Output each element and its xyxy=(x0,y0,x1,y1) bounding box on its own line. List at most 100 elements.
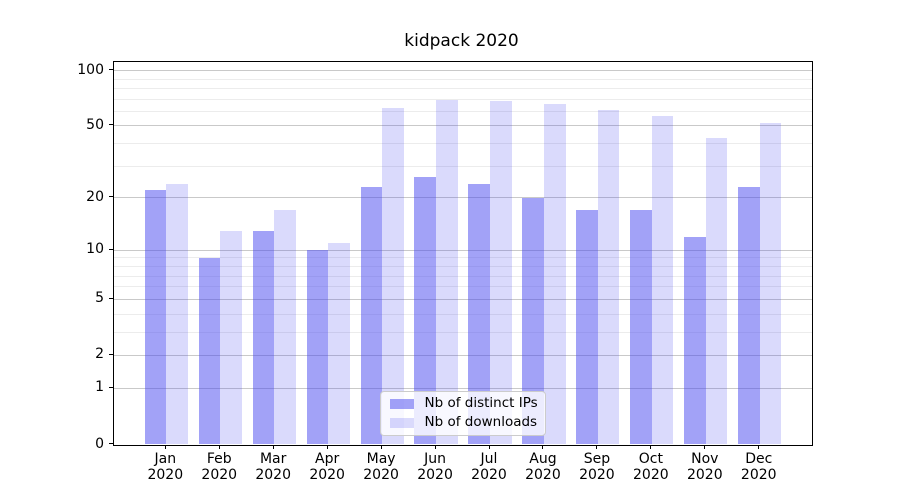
x-tick-month: Sep xyxy=(583,451,611,467)
x-tick-mark-jun xyxy=(434,444,436,449)
y-tick-mark-50 xyxy=(108,124,113,126)
bar-ips-sep xyxy=(576,210,598,445)
y-tick-label-10: 10 xyxy=(86,241,104,258)
bar-downloads-mar xyxy=(274,210,296,445)
legend-label-downloads: Nb of downloads xyxy=(424,414,538,430)
x-tick-year: 2020 xyxy=(686,467,723,483)
x-tick-year: 2020 xyxy=(579,467,615,483)
x-tick-month: Jul xyxy=(480,451,498,467)
minor-gridline-70 xyxy=(113,98,812,100)
bar-ips-may xyxy=(360,187,383,445)
bar-ips-nov xyxy=(684,236,706,445)
x-tick-label-apr: Apr 2020 xyxy=(287,451,367,483)
minor-gridline-40 xyxy=(113,143,812,145)
x-tick-mark-sep xyxy=(596,444,598,449)
x-tick-month: Apr xyxy=(315,451,340,467)
bar-ips-jun xyxy=(414,177,437,445)
legend-label-ips: Nb of distinct IPs xyxy=(424,395,538,411)
minor-gridline-9 xyxy=(113,257,812,259)
x-tick-month: Nov xyxy=(691,451,719,467)
chart-title: kidpack 2020 xyxy=(404,31,519,51)
x-tick-year: 2020 xyxy=(417,467,453,483)
y-tick-label-100: 100 xyxy=(77,61,104,78)
bar-ips-jul xyxy=(468,183,490,445)
x-tick-year: 2020 xyxy=(740,467,777,483)
y-tick-mark-20 xyxy=(108,196,113,198)
minor-gridline-4 xyxy=(113,313,812,315)
x-tick-month: Feb xyxy=(206,451,232,467)
bar-ips-oct xyxy=(630,210,652,445)
minor-gridline-7 xyxy=(113,275,812,277)
x-tick-label-dec: Dec 2020 xyxy=(719,451,799,483)
bar-ips-aug xyxy=(522,197,544,445)
x-tick-mark-aug xyxy=(542,444,544,449)
y-tick-label-2: 2 xyxy=(95,346,104,363)
minor-gridline-60 xyxy=(113,110,812,112)
x-tick-mark-dec xyxy=(758,444,760,449)
bar-downloads-may xyxy=(382,107,404,445)
bar-ips-dec xyxy=(738,187,760,445)
bar-downloads-jan xyxy=(166,183,188,445)
x-tick-label-nov: Nov 2020 xyxy=(665,451,745,483)
x-tick-year: 2020 xyxy=(309,467,345,483)
bar-downloads-feb xyxy=(220,230,242,445)
x-tick-month: Oct xyxy=(638,451,663,467)
x-tick-month: Dec xyxy=(745,451,773,467)
x-tick-year: 2020 xyxy=(633,467,669,483)
y-tick-label-5: 5 xyxy=(95,290,104,307)
x-tick-month: Aug xyxy=(529,451,557,467)
y-tick-mark-2 xyxy=(108,353,113,355)
x-tick-year: 2020 xyxy=(147,467,184,483)
major-gridline-10 xyxy=(113,249,812,251)
y-tick-mark-10 xyxy=(108,248,113,250)
minor-gridline-30 xyxy=(113,165,812,167)
x-tick-year: 2020 xyxy=(525,467,561,483)
bar-downloads-dec xyxy=(759,122,782,445)
legend: Nb of distinct IPs Nb of downloads xyxy=(379,390,546,436)
x-tick-year: 2020 xyxy=(255,467,291,483)
bar-ips-jan xyxy=(144,190,167,445)
bar-downloads-nov xyxy=(705,137,728,445)
major-gridline-20 xyxy=(113,197,812,199)
x-tick-label-jul: Jul 2020 xyxy=(449,451,529,483)
x-tick-mark-mar xyxy=(272,444,274,449)
x-tick-month: May xyxy=(366,451,396,467)
legend-swatch-ips xyxy=(389,398,414,409)
legend-entry-ips: Nb of distinct IPs xyxy=(389,395,538,411)
x-tick-mark-jul xyxy=(488,444,490,449)
bar-downloads-jun xyxy=(436,100,458,445)
x-tick-mark-feb xyxy=(218,444,220,449)
x-tick-label-sep: Sep 2020 xyxy=(557,451,637,483)
bar-downloads-jul xyxy=(490,101,512,445)
y-tick-mark-0 xyxy=(108,443,113,444)
x-tick-month: Mar xyxy=(259,451,287,467)
bar-downloads-sep xyxy=(597,110,620,445)
x-tick-year: 2020 xyxy=(471,467,507,483)
minor-gridline-6 xyxy=(113,286,812,288)
minor-gridline-8 xyxy=(113,265,812,267)
x-tick-label-feb: Feb 2020 xyxy=(179,451,259,483)
minor-gridline-90 xyxy=(113,78,812,80)
y-tick-mark-5 xyxy=(108,297,113,299)
bar-downloads-apr xyxy=(328,243,350,445)
y-tick-mark-1 xyxy=(108,386,113,388)
x-tick-year: 2020 xyxy=(201,467,238,483)
x-tick-month: Jun xyxy=(424,451,446,467)
y-tick-label-20: 20 xyxy=(86,188,104,205)
y-tick-mark-100 xyxy=(108,69,113,71)
bar-ips-feb xyxy=(198,257,221,445)
x-tick-month: Jan xyxy=(154,451,177,467)
bar-ips-mar xyxy=(252,230,275,445)
major-gridline-50 xyxy=(113,125,812,127)
plot-area xyxy=(112,60,813,446)
x-tick-label-aug: Aug 2020 xyxy=(503,451,583,483)
x-tick-year: 2020 xyxy=(363,467,399,483)
y-tick-label-50: 50 xyxy=(86,116,104,133)
y-tick-label-0: 0 xyxy=(95,435,104,452)
x-tick-mark-jan xyxy=(164,444,166,449)
x-tick-mark-nov xyxy=(704,444,706,449)
bar-downloads-aug xyxy=(543,103,566,445)
minor-gridline-3 xyxy=(113,331,812,333)
x-tick-mark-apr xyxy=(326,444,328,449)
